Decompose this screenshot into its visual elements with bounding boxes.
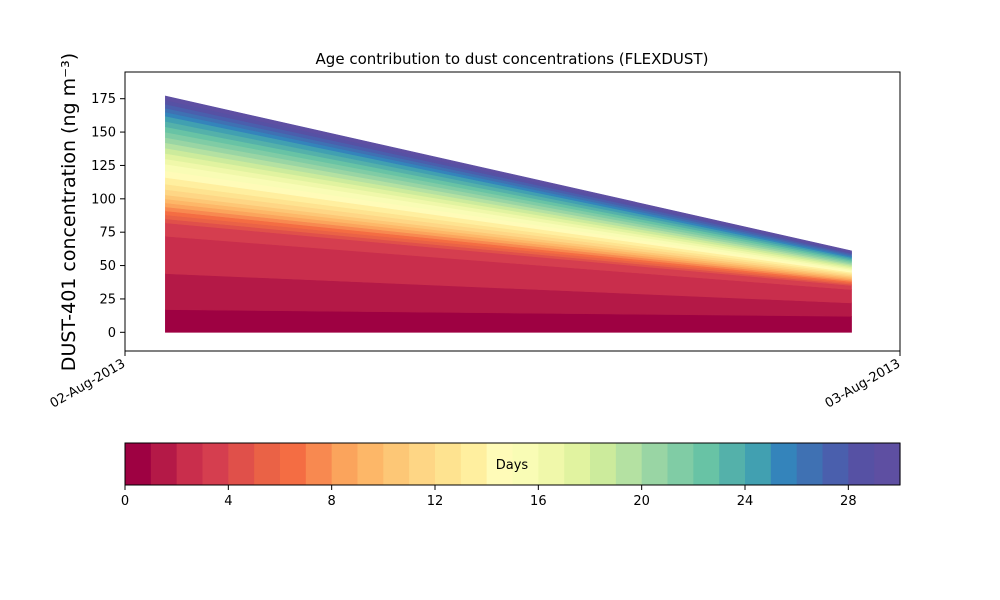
colorbar-segment: [357, 443, 384, 485]
plot-area: [165, 95, 852, 333]
colorbar-segment: [150, 443, 178, 485]
colorbar-tick-label: 16: [530, 494, 547, 509]
colorbar-tick-label: 12: [427, 494, 444, 509]
y-tick-label: 100: [91, 192, 116, 207]
colorbar: [124, 442, 901, 486]
colorbar-segment: [254, 443, 281, 485]
colorbar-frame: [124, 442, 901, 486]
y-tick-label: 0: [108, 326, 116, 341]
colorbar-segment: [590, 443, 617, 485]
colorbar-segment: [719, 443, 746, 485]
colorbar-segment: [564, 443, 591, 485]
colorbar-tick-label: 28: [840, 494, 857, 509]
plot-frame: [124, 71, 901, 352]
area-band-day-29: [165, 95, 852, 253]
y-tick-label: 25: [99, 292, 116, 307]
colorbar-segment: [228, 443, 255, 485]
colorbar-segment: [202, 443, 229, 485]
colorbar-tick-label: 24: [737, 494, 754, 509]
colorbar-segment: [693, 443, 720, 485]
colorbar-axis: 0 4 8 12 16 20 24 28: [121, 485, 857, 509]
colorbar-segment: [667, 443, 694, 485]
y-tick-label: 175: [91, 92, 116, 107]
colorbar-segment: [538, 443, 565, 485]
colorbar-tick-label: 20: [633, 494, 650, 509]
y-tick-label: 50: [99, 259, 116, 274]
y-axis: 0 25 50 75 100 125 150 175: [91, 92, 125, 341]
colorbar-segment: [486, 443, 514, 485]
colorbar-segment: [615, 443, 643, 485]
chart-title: Age contribution to dust concentrations …: [316, 50, 709, 68]
colorbar-segment: [383, 443, 410, 485]
colorbar-segment: [409, 443, 436, 485]
colorbar-segment: [512, 443, 539, 485]
colorbar-segment: [796, 443, 824, 485]
colorbar-segment: [176, 443, 204, 485]
y-tick-label: 125: [91, 159, 116, 174]
y-tick-label: 75: [99, 226, 116, 241]
colorbar-segment: [435, 443, 462, 485]
colorbar-segment: [770, 443, 798, 485]
colorbar-segment: [331, 443, 359, 485]
colorbar-tick-label: 4: [224, 494, 232, 509]
colorbar-segment: [745, 443, 772, 485]
colorbar-segment: [822, 443, 849, 485]
colorbar-segment: [305, 443, 333, 485]
colorbar-segment: [460, 443, 488, 485]
colorbar-tick-label: 0: [121, 494, 129, 509]
colorbar-label: Days: [496, 458, 529, 473]
colorbar-segment: [874, 443, 901, 485]
colorbar-tick-label: 8: [328, 494, 336, 509]
y-tick-label: 150: [91, 126, 116, 141]
colorbar-segment: [280, 443, 307, 485]
y-axis-label: DUST-401 concentration (ng m⁻³): [58, 53, 80, 371]
colorbar-segment: [641, 443, 669, 485]
colorbar-segment: [125, 443, 152, 485]
colorbar-segment: [848, 443, 875, 485]
